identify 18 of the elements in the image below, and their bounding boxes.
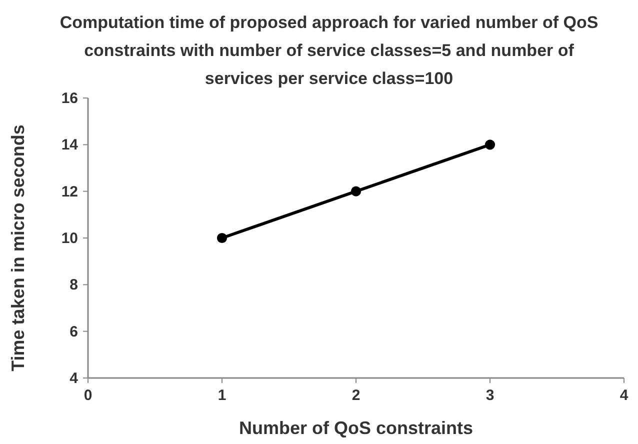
y-tick-label: 12 bbox=[61, 183, 78, 200]
chart-title: Computation time of proposed approach for varied number of QoS constraints with number of service classes=5 and number of services per service class=100 bbox=[60, 13, 598, 88]
x-axis-title: Number of QoS constraints bbox=[238, 418, 474, 438]
x-tick-label: 2 bbox=[352, 387, 360, 404]
x-tick-label: 4 bbox=[620, 387, 629, 404]
y-tick-label: 4 bbox=[70, 370, 79, 387]
x-tick-label: 0 bbox=[84, 387, 92, 404]
point bbox=[350, 186, 362, 196]
point bbox=[484, 140, 496, 150]
y-tick-label: 10 bbox=[61, 230, 78, 247]
y-tick-label: 6 bbox=[70, 323, 78, 340]
y-tick-label: 14 bbox=[61, 136, 79, 154]
y-tick-label: 8 bbox=[70, 276, 78, 294]
x-tick-label: 3 bbox=[486, 387, 494, 404]
x-tick-label: 1 bbox=[218, 387, 226, 404]
y-axis-title: Time taken in micro seconds bbox=[8, 124, 28, 372]
y-tick-label: 16 bbox=[61, 90, 78, 107]
point bbox=[216, 232, 228, 244]
